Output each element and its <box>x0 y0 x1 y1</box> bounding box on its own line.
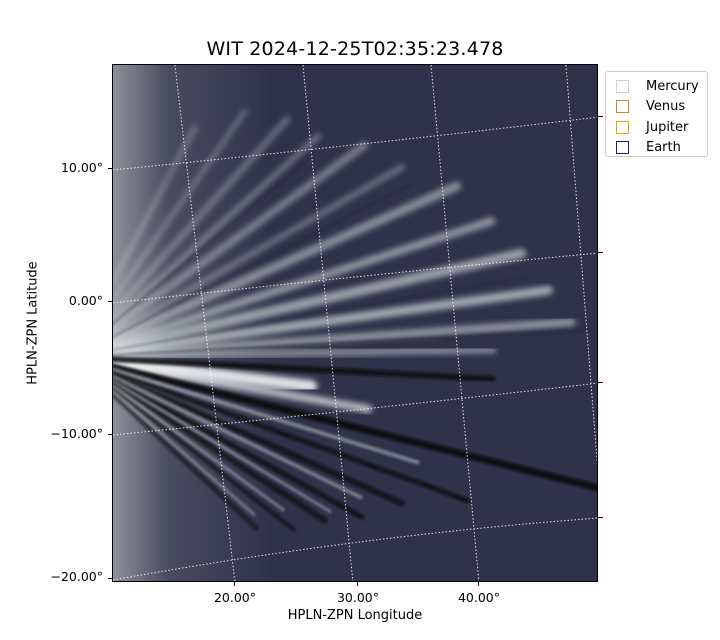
streak <box>113 346 497 360</box>
streak <box>113 163 304 325</box>
y-tick-mark <box>108 578 112 579</box>
legend-item-jupiter: Jupiter <box>616 117 707 138</box>
x-axis-label: HPLN-ZPN Longitude <box>287 608 423 623</box>
streak <box>113 164 406 338</box>
earth-swatch <box>616 141 629 155</box>
right-tick-mark <box>598 116 603 117</box>
y-tick-mark <box>108 301 112 302</box>
streak <box>113 318 576 359</box>
streak <box>113 363 597 492</box>
legend-item-earth: Earth <box>616 138 707 159</box>
streak <box>113 385 296 532</box>
x-tick-mark <box>478 582 479 586</box>
streak <box>113 368 471 504</box>
streak <box>113 124 199 289</box>
x-tick-mark <box>234 582 235 586</box>
legend-item-mercury: Mercury <box>616 76 707 97</box>
streak <box>113 371 405 507</box>
coordinate-grid <box>113 65 597 581</box>
legend-label: Jupiter <box>646 119 689 135</box>
streak <box>113 379 332 514</box>
x-tick-mark <box>357 582 358 586</box>
y-tick-mark <box>108 168 112 169</box>
mercury-swatch <box>616 79 629 93</box>
y-tick-mark <box>108 434 112 435</box>
y-tick-label: 10.00° <box>60 160 103 175</box>
legend-label: Earth <box>646 140 681 156</box>
legend-label: Venus <box>646 99 686 115</box>
right-tick-mark <box>598 382 603 383</box>
streak <box>113 328 594 356</box>
streak <box>113 181 462 345</box>
streak <box>113 285 553 356</box>
venus-swatch <box>616 100 629 114</box>
streak <box>113 367 420 465</box>
streak <box>113 379 328 524</box>
right-tick-mark <box>598 517 603 518</box>
legend-item-venus: Venus <box>616 97 707 118</box>
streak <box>113 276 528 351</box>
x-tick-label: 40.00° <box>457 590 501 605</box>
streak <box>113 355 318 393</box>
x-tick-label: 30.00° <box>336 590 380 605</box>
coronagraph-image <box>112 64 598 582</box>
legend-label: Mercury <box>646 78 699 94</box>
y-axis-label: HPLN-ZPN Latitude <box>25 261 41 385</box>
streak <box>113 376 365 520</box>
streak <box>113 183 413 338</box>
streak <box>113 356 496 382</box>
jupiter-swatch <box>616 120 629 134</box>
streak <box>113 384 285 512</box>
streak <box>113 108 248 305</box>
right-tick-mark <box>598 252 603 253</box>
streaks-layer <box>113 108 597 532</box>
plot-title: WIT 2024-12-25T02:35:23.478 <box>206 38 504 60</box>
streak <box>113 248 527 353</box>
image-canvas <box>113 65 597 581</box>
streak <box>113 217 496 349</box>
x-tick-label: 20.00° <box>213 590 257 605</box>
y-tick-label: −10.00° <box>50 426 103 441</box>
streak <box>113 115 291 318</box>
streak <box>113 390 259 530</box>
streak <box>113 389 256 516</box>
streak <box>113 141 369 333</box>
legend: Mercury Venus Jupiter Earth <box>605 71 708 157</box>
y-tick-label: −20.00° <box>50 569 103 584</box>
y-tick-label: 0.00° <box>68 293 103 308</box>
